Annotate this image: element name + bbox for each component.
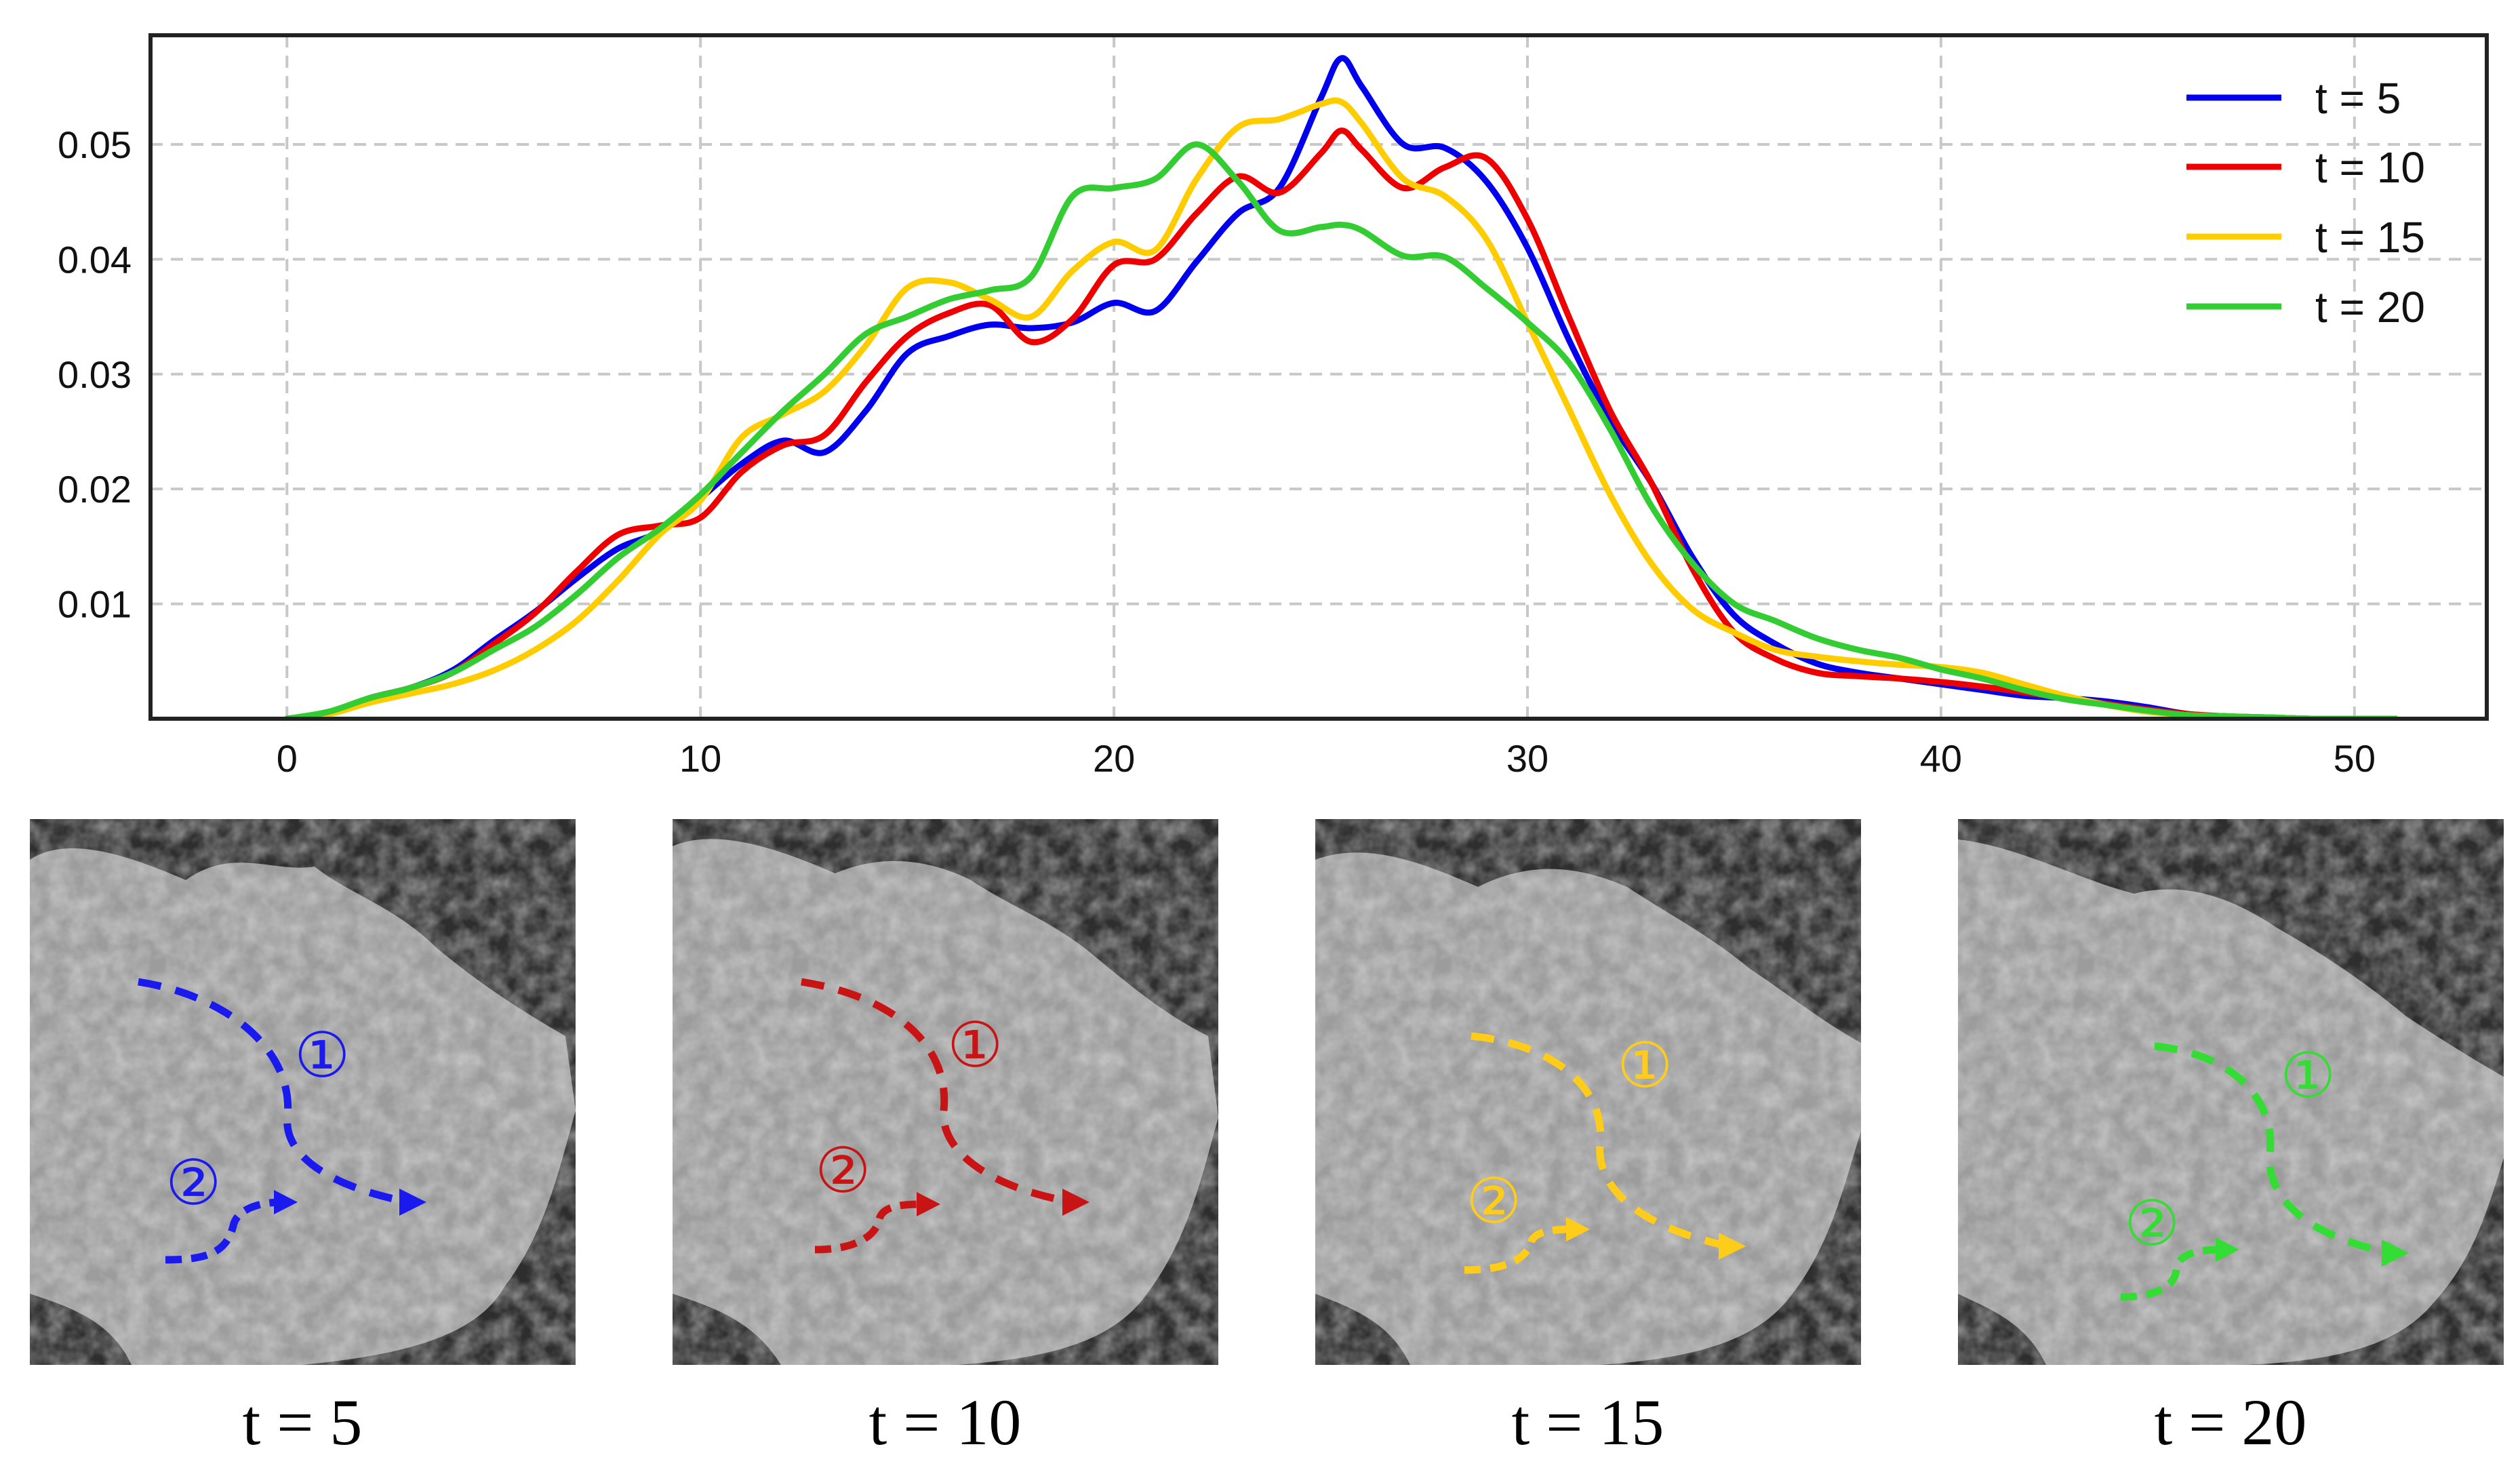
- panel-t20: ① ②: [1958, 819, 2504, 1365]
- cloud-texture: [1958, 819, 2504, 1365]
- marker-1: ①: [947, 1009, 1003, 1081]
- marker-1: ①: [1617, 1029, 1673, 1102]
- x-tick-label: 10: [679, 737, 721, 780]
- trajectory-arrow-2: [814, 1200, 924, 1254]
- plot-frame: [148, 33, 2489, 721]
- marker-1: ①: [2280, 1039, 2336, 1112]
- marker-2: ②: [2124, 1187, 2180, 1260]
- panel-caption-t5: t = 5: [243, 1386, 363, 1458]
- legend-label-t15: t = 15: [2315, 213, 2425, 262]
- panel-t15: ① ②: [1315, 819, 1861, 1365]
- panel-t5: ① ②: [30, 819, 576, 1365]
- arrow-head-1: [399, 1189, 426, 1216]
- trajectory-arrow-2: [1464, 1225, 1574, 1274]
- trajectory-arrow-2: [2120, 1246, 2223, 1301]
- density-line-chart: 0 10 20 30 40 50 0.01 0.02 0.03 0.04 0.05 t = 5 t…: [58, 33, 2489, 780]
- panel-caption-t20: t = 20: [2155, 1386, 2307, 1458]
- legend-label-t5: t = 5: [2315, 74, 2401, 123]
- marker-2: ②: [165, 1147, 221, 1219]
- trajectory-arrow-1: [138, 978, 411, 1206]
- arrow-head-2: [1566, 1217, 1590, 1241]
- arrow-head-2: [274, 1190, 298, 1214]
- panel-t10: ① ②: [673, 819, 1218, 1365]
- y-axis-ticks: 0.01 0.02 0.03 0.04 0.05: [58, 123, 132, 626]
- series-line-10: [283, 127, 2399, 719]
- arrow-head-1: [2382, 1239, 2409, 1267]
- arrow-head-1: [1719, 1233, 1746, 1260]
- marker-1: ①: [294, 1019, 350, 1092]
- x-tick-label: 20: [1093, 737, 1135, 780]
- trajectory-arrow-1: [2154, 1042, 2393, 1257]
- trajectory-arrow-1: [1471, 1032, 1730, 1250]
- x-tick-label: 0: [277, 737, 298, 780]
- marker-2: ②: [815, 1134, 871, 1207]
- x-axis-ticks: 0 10 20 30 40 50: [277, 737, 2376, 780]
- y-tick-label: 0.03: [58, 353, 132, 396]
- marker-2: ②: [1466, 1165, 1521, 1237]
- y-tick-label: 0.04: [58, 238, 132, 281]
- gridlines: [151, 35, 2487, 719]
- legend-label-t20: t = 20: [2315, 283, 2425, 332]
- x-tick-label: 40: [1920, 737, 1962, 780]
- legend-label-t10: t = 10: [2315, 143, 2425, 192]
- cloud-texture: [30, 819, 576, 1365]
- series-line-15: [283, 97, 2399, 719]
- arrow-head-1: [1062, 1189, 1089, 1216]
- y-tick-label: 0.05: [58, 123, 132, 166]
- trajectory-arrow-2: [165, 1198, 281, 1264]
- y-tick-label: 0.01: [58, 583, 132, 626]
- plot-area: [151, 35, 2487, 719]
- arrow-head-2: [917, 1192, 940, 1216]
- x-tick-label: 50: [2334, 737, 2376, 780]
- y-tick-label: 0.02: [58, 468, 132, 511]
- legend: t = 5 t = 10 t = 15 t = 20: [2186, 74, 2425, 332]
- x-tick-label: 30: [1506, 737, 1548, 780]
- trajectory-arrow-1: [801, 978, 1073, 1206]
- panel-caption-t15: t = 15: [1512, 1386, 1664, 1458]
- series-lines: [283, 55, 2399, 719]
- series-line-20: [283, 141, 2399, 719]
- arrow-head-2: [2216, 1237, 2239, 1262]
- image-panels: ① ② ① ② ① ②: [30, 819, 2504, 1458]
- panel-caption-t10: t = 10: [869, 1386, 1022, 1458]
